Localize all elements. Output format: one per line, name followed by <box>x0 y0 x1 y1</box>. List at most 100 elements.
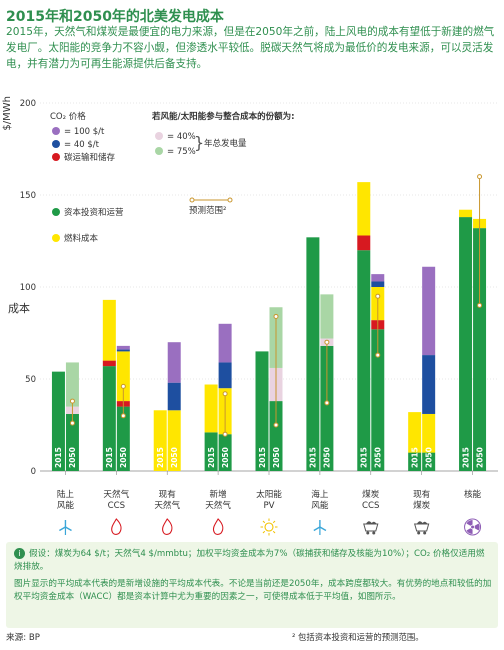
legend-co2-40-dot <box>52 140 60 148</box>
bar-segment-fuel <box>153 410 167 471</box>
legend-share-40-dot <box>155 132 163 140</box>
coal-pile <box>365 521 377 524</box>
nuclear-icon <box>464 518 482 536</box>
bar-segment-capex <box>422 452 436 471</box>
bar-year-label: 2050 <box>170 447 179 468</box>
bar-segment-ccs <box>102 360 116 367</box>
bar-segment-co2_100 <box>422 266 436 356</box>
gas-flame-icon <box>111 518 122 535</box>
bar-segment-capex <box>408 452 422 471</box>
cart-wheel <box>372 531 376 535</box>
bar-segment-capex <box>116 406 130 471</box>
x-tick-label: 天然气 <box>205 499 231 511</box>
bar-group: 2015 2050 <box>51 362 79 471</box>
legend-annual-gen-label: 年总发电量 <box>204 138 247 149</box>
legend-fuel-label: 燃料成本 <box>64 233 99 244</box>
bar-segment-share_75 <box>320 294 334 339</box>
y-tick-label: 100 <box>20 283 36 293</box>
turbine-blade <box>313 526 321 532</box>
bar-segment-fuel <box>459 209 473 218</box>
bar-group: 2015 2050 <box>204 323 232 471</box>
bar-year-label: 2015 <box>105 447 114 468</box>
bar-group: 2015 2050 <box>408 266 436 471</box>
bar-year-label: 2050 <box>119 447 128 468</box>
x-tick-label: CCS <box>108 501 125 511</box>
nuclear-blade <box>474 523 480 531</box>
bar-segment-capex <box>102 366 116 471</box>
nuclear-core <box>471 525 475 529</box>
bar-year-label: 2015 <box>360 447 369 468</box>
range-cap-top <box>324 339 330 345</box>
legend-range-label: 预测范围² <box>189 205 226 216</box>
range-cap-top <box>273 313 279 319</box>
cart-wheel <box>423 531 427 535</box>
bar-segment-fuel <box>116 351 130 402</box>
x-tick-label: 煤炭 <box>413 499 431 511</box>
bar-segment-capex <box>459 217 473 471</box>
range-cap-top <box>477 174 483 180</box>
bar-year-label: 2050 <box>68 447 77 468</box>
sun-ray <box>262 530 266 534</box>
legend-fuel-dot <box>52 234 60 242</box>
bar-segment-fuel <box>102 299 116 361</box>
bar-segment-fuel <box>408 412 422 453</box>
bar-group: 2015 2050 <box>102 299 130 471</box>
legend-co2-title: CO₂ 价格 <box>50 111 86 122</box>
bar-segment-co2_40 <box>422 355 436 414</box>
range-cap-bottom <box>222 431 228 437</box>
coal-pile <box>416 521 428 524</box>
legend-range-cap <box>227 197 233 203</box>
bar-year-label: 2050 <box>424 447 433 468</box>
range-cap-top <box>69 398 75 404</box>
x-tick-label: 太阳能 <box>256 488 282 500</box>
x-tick-label: 风能 <box>311 499 329 511</box>
footnote-explanation: 图片显示的平均成本代表的是新增设施的平均成本代表。不论是当前还是2050年，成本… <box>14 579 492 602</box>
turbine-blade <box>65 526 72 532</box>
legend-ccs-dot <box>52 153 60 161</box>
sun-ray <box>262 520 266 524</box>
wind-turbine-icon <box>313 520 327 535</box>
bar-year-label: 2015 <box>309 447 318 468</box>
sun-core <box>264 522 274 532</box>
wind-turbine-icon <box>59 520 72 535</box>
range-cap-bottom <box>273 422 279 428</box>
cart-body <box>363 523 379 532</box>
bar-segment-capex <box>218 434 232 471</box>
chart-legend: CO₂ 价格 = 100 $/t = 40 $/t 碳运输和储存资本投资和运营燃料成本… <box>50 111 295 244</box>
bar-segment-capex <box>65 413 79 471</box>
turbine-blade <box>319 526 327 532</box>
bar-year-label: 2050 <box>374 447 383 468</box>
legend-range-cap <box>189 197 195 203</box>
legend-share-75-label: = 75% <box>167 147 196 157</box>
bar-group: 2015 2050 <box>255 307 283 471</box>
chart-bars: 2015 2050 2015 2050 2015 2050 2015 2050 2015 2050… <box>51 174 487 471</box>
page-title: 2015年和2050年的北美发电成本 <box>6 9 224 25</box>
info-icon: i <box>14 548 25 559</box>
legend-ccs-label: 碳运输和储存 <box>64 152 116 163</box>
gas-flame-icon <box>212 518 224 535</box>
x-tick-label: 核能 <box>464 488 482 500</box>
bar-segment-capex <box>306 237 320 471</box>
bar-group: 2015 2050 <box>357 182 385 471</box>
footnote-assumptions: i 假设：煤炭为64 $/t；天然气4 $/mmbtu；加权平均资金成本为7%（碳… <box>14 548 492 574</box>
cart-wheel <box>366 531 370 535</box>
cart-body <box>414 523 430 532</box>
flame-shape <box>162 518 173 535</box>
coal-cart-icon <box>363 521 379 535</box>
range-cap-top <box>375 293 381 299</box>
bar-segment-capex <box>255 351 269 471</box>
range-cap-bottom <box>375 352 381 358</box>
y-axis-label: 成本 <box>8 302 30 315</box>
range-cap-bottom <box>120 413 126 419</box>
x-tick-label: 天然气 <box>103 488 129 500</box>
intro-text: 2015年，天然气和煤炭是最便宜的电力来源，但是在2050年之前，陆上风电的成本… <box>6 26 495 70</box>
range-cap-bottom <box>69 420 75 426</box>
bar-year-label: 2015 <box>410 447 419 468</box>
bar-segment-fuel <box>357 182 371 236</box>
nuclear-ring <box>464 518 482 536</box>
legend-capex-label: 资本投资和运营 <box>64 207 124 218</box>
legend-co2-40-label: = 40 $/t <box>64 140 100 150</box>
sun-ray <box>272 520 276 524</box>
x-tick-label: CCS <box>362 501 379 511</box>
range-cap-top <box>120 383 126 389</box>
